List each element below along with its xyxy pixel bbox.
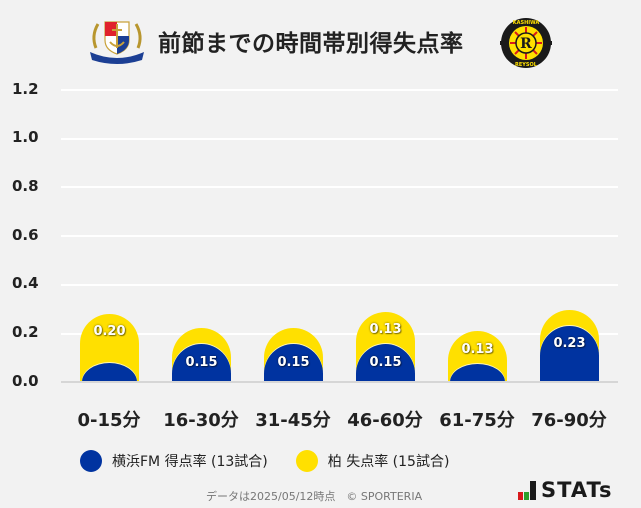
gridline [61, 186, 618, 188]
x-tick-label: 61-75分 [439, 410, 515, 431]
bar-yokohama-61-75 [450, 364, 505, 382]
y-tick-label: 0.2 [12, 323, 39, 341]
stats-bars-icon [518, 480, 537, 500]
svg-text:R: R [520, 36, 532, 52]
bar-value-label: 0.23 [553, 336, 586, 351]
y-tick-label: 0.8 [12, 177, 39, 195]
x-tick-label: 46-60分 [347, 410, 423, 431]
y-tick-label: 0.4 [12, 274, 39, 292]
svg-text:REYSOL: REYSOL [515, 62, 538, 68]
legend-label: 横浜FM 得点率 (13試合) [112, 454, 268, 470]
gridline [61, 333, 618, 335]
bar-yokohama-76-90 [540, 326, 599, 382]
kashiwa-reysol-logo-icon: R KASHIWA REYSOL [498, 16, 554, 70]
stats-brand-logo: STATs [518, 478, 613, 502]
legend-label: 柏 失点率 (15試合) [327, 454, 450, 470]
bar-value-label: 0.20 [93, 324, 126, 339]
legend-dot-icon [80, 450, 102, 472]
y-tick-label: 0.0 [12, 372, 39, 390]
x-tick-label: 0-15分 [77, 410, 141, 431]
x-tick-label: 31-45分 [255, 410, 331, 431]
x-tick-label: 76-90分 [531, 410, 607, 431]
bar-value-label: 0.13 [369, 322, 402, 337]
gridline [61, 284, 618, 286]
gridline [61, 89, 618, 91]
chart-title: 前節までの時間帯別得失点率 [158, 31, 464, 57]
legend-item-yokohama: 横浜FM 得点率 (13試合) [80, 450, 268, 472]
bar-kashiwa-61-75 [448, 331, 507, 382]
x-axis-baseline [61, 381, 618, 383]
yokohama-f-marinos-logo-icon [88, 18, 146, 64]
svg-text:KASHIWA: KASHIWA [513, 20, 540, 26]
gridline [61, 235, 618, 237]
bar-kashiwa-0-15 [80, 314, 139, 382]
gridline [61, 138, 618, 140]
data-source-note: データは2025/05/12時点 © SPORTERIA [206, 490, 423, 503]
bar-yokohama-0-15 [82, 363, 137, 382]
bar-value-label: 0.13 [461, 342, 494, 357]
bar-value-label: 0.15 [277, 355, 310, 370]
chart-header: 前節までの時間帯別得失点率 R KASHIWA REYSOL [0, 0, 641, 80]
y-tick-label: 0.6 [12, 226, 39, 244]
bar-value-label: 0.15 [185, 355, 218, 370]
legend-item-kashiwa: 柏 失点率 (15試合) [295, 450, 450, 472]
legend-dot-icon [295, 450, 318, 472]
stats-brand-text: STATs [541, 478, 613, 502]
bar-value-label: 0.15 [369, 355, 402, 370]
chart-legend: 横浜FM 得点率 (13試合) 柏 失点率 (15試合) [80, 449, 477, 473]
y-tick-label: 1.0 [12, 128, 39, 146]
x-tick-label: 16-30分 [163, 410, 239, 431]
y-tick-label: 1.2 [12, 80, 39, 98]
